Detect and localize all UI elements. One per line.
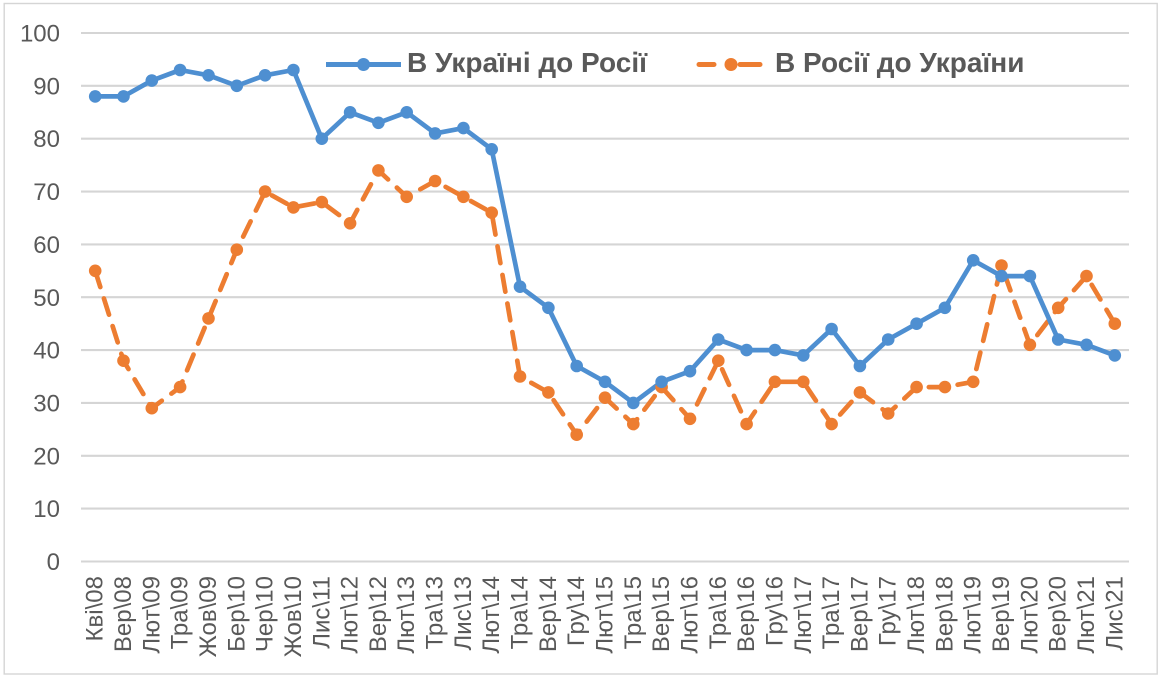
svg-text:Лют\09: Лют\09	[138, 576, 165, 654]
svg-text:Чер\10: Чер\10	[252, 576, 279, 652]
svg-text:Жов\10: Жов\10	[280, 576, 307, 657]
svg-text:20: 20	[33, 443, 60, 470]
svg-text:Вер\14: Вер\14	[535, 576, 562, 652]
svg-text:Вер\17: Вер\17	[846, 576, 873, 652]
svg-text:Бер\10: Бер\10	[223, 576, 250, 652]
svg-text:Гру\17: Гру\17	[875, 576, 902, 646]
svg-text:Тра\14: Тра\14	[507, 576, 534, 649]
svg-text:Лют\14: Лют\14	[478, 576, 505, 654]
svg-text:60: 60	[33, 232, 60, 259]
svg-text:0: 0	[47, 549, 60, 576]
svg-text:Лют\17: Лют\17	[790, 576, 817, 654]
svg-text:Вер\15: Вер\15	[648, 576, 675, 652]
svg-text:50: 50	[33, 285, 60, 312]
svg-text:Лют\20: Лют\20	[1016, 576, 1043, 654]
svg-text:В Україні до Росії: В Україні до Росії	[407, 47, 648, 78]
svg-text:Тра\13: Тра\13	[422, 576, 449, 649]
svg-text:Гру\14: Гру\14	[563, 576, 590, 646]
svg-text:Вер\20: Вер\20	[1045, 576, 1072, 652]
svg-text:30: 30	[33, 390, 60, 417]
svg-text:Лют\16: Лют\16	[677, 576, 704, 654]
svg-text:70: 70	[33, 179, 60, 206]
svg-text:Лис\21: Лис\21	[1101, 576, 1128, 651]
svg-text:Лис\11: Лис\11	[308, 576, 335, 649]
svg-text:90: 90	[33, 73, 60, 100]
svg-text:Лют\15: Лют\15	[592, 576, 619, 654]
svg-text:Лют\21: Лют\21	[1073, 576, 1100, 654]
svg-text:В Росії до України: В Росії до України	[775, 47, 1024, 78]
svg-text:80: 80	[33, 126, 60, 153]
svg-text:Тра\17: Тра\17	[818, 576, 845, 649]
svg-text:Лют\18: Лют\18	[903, 576, 930, 654]
svg-text:Лют\19: Лют\19	[960, 576, 987, 654]
svg-text:Вер\08: Вер\08	[110, 576, 137, 652]
svg-text:100: 100	[20, 21, 60, 48]
svg-text:Тра\16: Тра\16	[705, 576, 732, 649]
svg-text:Жов\09: Жов\09	[195, 576, 222, 657]
svg-text:Кві\08: Кві\08	[82, 576, 109, 641]
svg-text:Вер\16: Вер\16	[733, 576, 760, 652]
svg-text:Лют\12: Лют\12	[337, 576, 364, 654]
svg-text:Лис\13: Лис\13	[450, 576, 477, 651]
svg-text:Тра\15: Тра\15	[620, 576, 647, 649]
svg-text:Тра\09: Тра\09	[167, 576, 194, 649]
svg-text:10: 10	[33, 496, 60, 523]
svg-text:40: 40	[33, 338, 60, 365]
svg-text:Гру\16: Гру\16	[761, 576, 788, 646]
svg-text:Вер\12: Вер\12	[365, 576, 392, 652]
svg-text:Лют\13: Лют\13	[393, 576, 420, 654]
svg-text:Вер\18: Вер\18	[931, 576, 958, 652]
svg-text:Вер\19: Вер\19	[988, 576, 1015, 652]
